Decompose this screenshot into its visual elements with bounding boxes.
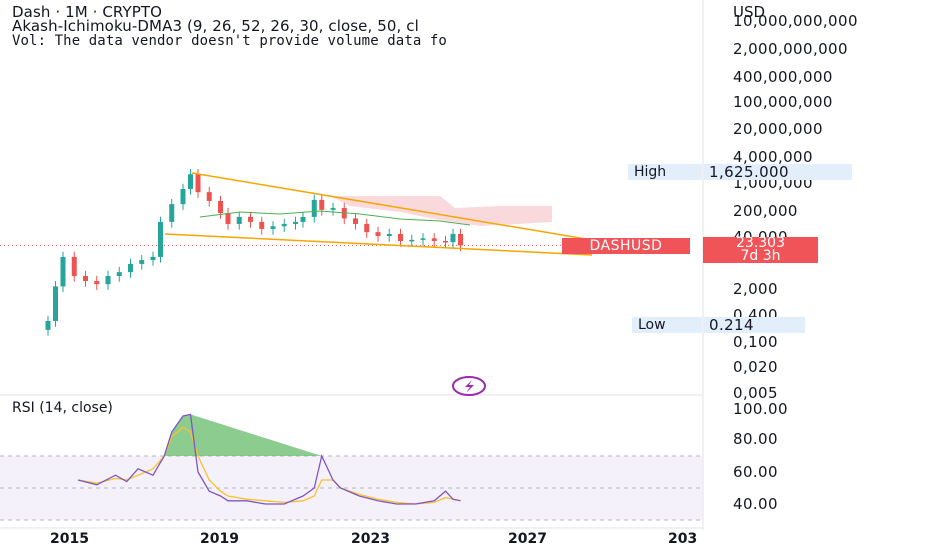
ichimoku-cloud <box>330 196 552 226</box>
candle-body <box>443 240 448 243</box>
candle-body <box>248 216 253 222</box>
candle-body <box>94 280 100 285</box>
candle-body <box>311 199 317 217</box>
price-tick: 400,000,000 <box>733 68 833 86</box>
candle-body <box>188 174 193 189</box>
bar-countdown: 7d 3h <box>740 248 781 264</box>
candle-body <box>364 223 370 233</box>
candle-body <box>169 204 175 222</box>
candle-body <box>45 320 51 330</box>
rsi-overbought-fill <box>160 414 326 456</box>
candle-body <box>259 221 265 229</box>
candle-body <box>293 221 298 224</box>
candle-body <box>180 188 186 205</box>
symbol-tag[interactable]: DASHUSD <box>562 238 690 254</box>
time-tick: 2023 <box>351 531 390 547</box>
moving-average-line <box>199 210 471 226</box>
candle-body <box>353 218 358 224</box>
candle-body <box>150 256 156 261</box>
rsi-signal-line <box>77 426 461 505</box>
volume-legend[interactable]: Vol: The data vendor doesn't provide vol… <box>12 33 447 49</box>
price-tick: 2,000,000,000 <box>733 40 848 58</box>
price-tick: 4,000,000 <box>733 148 813 166</box>
candle-body <box>458 233 463 246</box>
rsi-tick: 60.00 <box>733 463 778 481</box>
price-tick: 0,020 <box>733 358 778 376</box>
candle-body <box>319 199 325 210</box>
candle-body <box>450 233 456 243</box>
candle-body <box>206 192 212 201</box>
candle-body <box>431 238 437 241</box>
time-tick: 2027 <box>508 531 547 547</box>
candle-body <box>420 238 426 240</box>
price-tick: 2,000 <box>733 280 778 298</box>
last-price: 23.303 <box>736 235 785 251</box>
time-tick: 2015 <box>50 531 89 547</box>
candle-body <box>139 260 145 264</box>
price-tick: 200,000 <box>733 202 798 220</box>
high-label: High <box>628 164 702 180</box>
price-tick: 20,000,000 <box>733 120 823 138</box>
candle-body <box>330 208 336 210</box>
candle-body <box>128 263 133 273</box>
candle-body <box>270 226 276 229</box>
time-tick: 2019 <box>200 531 239 547</box>
candle-body <box>83 276 88 281</box>
price-tick: 100,000,000 <box>733 93 833 111</box>
rsi-legend[interactable]: RSI (14, close) <box>12 400 113 416</box>
last-price-tag[interactable]: 23.303 7d 3h <box>703 235 818 264</box>
low-value: 0.214 <box>703 317 805 333</box>
candle-body <box>195 174 201 193</box>
candle-body <box>375 232 381 236</box>
price-tick: 0,100 <box>733 333 778 351</box>
candle-body <box>236 216 242 224</box>
rsi-tick: 100.00 <box>733 400 788 418</box>
candle-body <box>71 256 77 276</box>
candle-body <box>105 276 111 285</box>
candle-body <box>225 213 231 224</box>
rsi-tick: 80.00 <box>733 430 778 448</box>
upper-trendline <box>191 172 599 242</box>
indicator-legend[interactable]: Akash-Ichimoku-DMA3 (9, 26, 52, 26, 30, … <box>12 17 419 35</box>
price-tick: 0,005 <box>733 384 778 402</box>
candle-body <box>53 286 58 321</box>
chart-title[interactable]: Dash · 1M · CRYPTO <box>12 3 163 21</box>
rsi-line <box>77 413 461 505</box>
candle-body <box>218 200 223 214</box>
candle-body <box>409 239 415 242</box>
candle-body <box>398 233 403 241</box>
low-label: Low <box>632 317 702 333</box>
price-tick: 10,000,000,000 <box>733 12 858 30</box>
candle-body <box>60 256 66 287</box>
high-value: 1,625.000 <box>703 164 852 180</box>
candle-body <box>300 216 306 222</box>
candle-body <box>386 233 392 236</box>
currency-label[interactable]: USD <box>733 3 766 21</box>
time-tick: 203 <box>668 531 698 547</box>
candle-body <box>281 223 287 227</box>
candle-body <box>116 272 122 276</box>
candle-body <box>158 221 163 257</box>
rsi-tick: 40.00 <box>733 495 778 513</box>
lower-trendline <box>164 233 593 256</box>
lightning-icon-glyph <box>465 380 474 393</box>
